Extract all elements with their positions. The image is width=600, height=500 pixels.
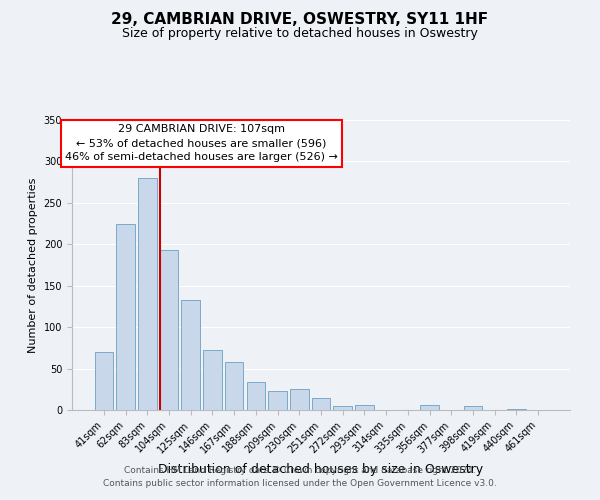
Text: 29 CAMBRIAN DRIVE: 107sqm
← 53% of detached houses are smaller (596)
46% of semi: 29 CAMBRIAN DRIVE: 107sqm ← 53% of detac… xyxy=(65,124,338,162)
Bar xyxy=(290,390,308,410)
X-axis label: Distribution of detached houses by size in Oswestry: Distribution of detached houses by size … xyxy=(158,463,484,476)
Bar xyxy=(95,352,113,410)
Bar xyxy=(247,382,265,410)
Text: Size of property relative to detached houses in Oswestry: Size of property relative to detached ho… xyxy=(122,28,478,40)
Bar xyxy=(181,300,200,410)
Y-axis label: Number of detached properties: Number of detached properties xyxy=(28,178,38,352)
Bar xyxy=(355,405,374,410)
Bar xyxy=(312,398,330,410)
Bar xyxy=(160,250,178,410)
Bar xyxy=(334,406,352,410)
Bar xyxy=(464,406,482,410)
Bar xyxy=(225,362,244,410)
Text: 29, CAMBRIAN DRIVE, OSWESTRY, SY11 1HF: 29, CAMBRIAN DRIVE, OSWESTRY, SY11 1HF xyxy=(112,12,488,28)
Bar xyxy=(421,405,439,410)
Bar xyxy=(268,391,287,410)
Bar xyxy=(203,350,221,410)
Bar xyxy=(138,178,157,410)
Bar xyxy=(507,409,526,410)
Bar xyxy=(116,224,135,410)
Text: Contains HM Land Registry data © Crown copyright and database right 2024.
Contai: Contains HM Land Registry data © Crown c… xyxy=(103,466,497,487)
